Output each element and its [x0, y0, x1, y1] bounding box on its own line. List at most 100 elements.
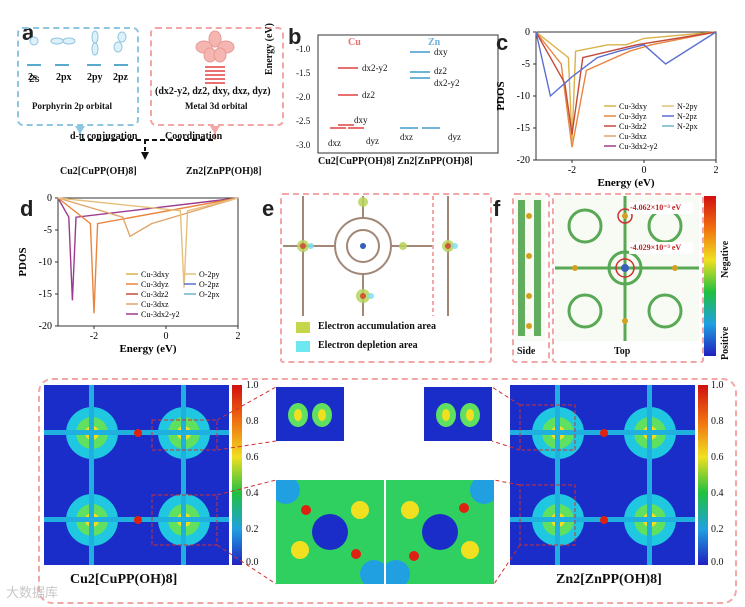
zn-zoom-large — [386, 480, 494, 584]
label-2py: 2py — [87, 72, 103, 83]
series-line — [57, 197, 239, 238]
zn-colorbar — [698, 385, 708, 565]
porphyrin-label: Porphyrin 2p orbital — [32, 101, 113, 111]
ytick-label: -15 — [517, 123, 530, 134]
xtick-label: 2 — [714, 165, 719, 176]
metal-label: Metal 3d orbital — [185, 101, 248, 111]
orbital-2py-icon — [87, 30, 101, 66]
legend-entry: Cu-3dz2 — [141, 290, 169, 299]
metal-box — [150, 27, 284, 126]
panel-b-ylabel: Energy (eV) — [264, 23, 275, 75]
cu-colorbar — [232, 385, 242, 565]
charge-colorbar — [704, 196, 716, 356]
zn-colorbar-tick: 1.0 — [711, 380, 724, 391]
zn-level-label: dxy — [434, 47, 448, 57]
orbital-2px-icon — [50, 37, 76, 66]
cu-colorbar-tick: 0.2 — [246, 524, 259, 535]
legend-entry: Cu-3dyz — [141, 280, 169, 289]
cu-colorbar-tick: 0.0 — [246, 557, 259, 568]
panel-letter-d: d — [20, 196, 34, 221]
ytick-label: -10 — [39, 257, 52, 268]
zn-level-label: dx2-y2 — [434, 78, 460, 88]
legend-entry: Cu-3dz2 — [619, 122, 647, 131]
legend-entry: O-2py — [199, 270, 219, 279]
side-label: Side — [517, 346, 536, 357]
cu-level-label: dxz — [328, 138, 341, 148]
label-2px: 2px — [56, 72, 72, 83]
cu-level-label: dx2-y2 — [362, 63, 388, 73]
xtick-label: -2 — [568, 165, 576, 176]
metal-orbitals-list: (dx2-y2, dz2, dxy, dxz, dyz) — [155, 86, 271, 97]
ytick-label: -20 — [517, 155, 530, 166]
zn-level-label: dxz — [400, 132, 413, 142]
cu-elf-map — [44, 385, 229, 565]
ytick-label: -15 — [39, 289, 52, 300]
coordination-label: Coordination — [165, 131, 223, 142]
zn-level-label: dyz — [448, 132, 461, 142]
panel-b-yticks: -1.0 -1.5 -2.0 -2.5 -3.0 — [296, 44, 311, 150]
cu-levels — [330, 67, 364, 129]
cu-level-label: dz2 — [362, 90, 375, 100]
xtick-label: 2 — [236, 331, 241, 342]
zoom-connector-lines — [216, 386, 521, 585]
panel-f-top-frame — [552, 193, 704, 363]
ytick: -2.0 — [296, 92, 311, 102]
legend-entry: Cu-3dxy — [619, 102, 647, 111]
panel-letter-f: f — [493, 196, 501, 221]
porphyrin-box — [17, 27, 139, 126]
watermark: 大数据库 — [6, 585, 59, 600]
p-orbital-icons: 2s — [27, 30, 128, 85]
cu-level-label: dyz — [366, 136, 379, 146]
ytick-label: -5 — [522, 59, 530, 70]
ytick-label: -5 — [44, 225, 52, 236]
charge-label-2: -4.029×10⁻³ eV — [630, 243, 682, 252]
depletion-swatch — [296, 341, 310, 352]
xtick-label: 0 — [642, 165, 647, 176]
panel-letter-b: b — [288, 24, 302, 49]
panel-letter-c: c — [496, 30, 509, 55]
xtick-label: -2 — [90, 331, 98, 342]
depletion-label: Electron depletion area — [318, 340, 418, 351]
cu-level-label: dxy — [354, 115, 368, 125]
zn-elf-map — [510, 385, 695, 565]
accumulation-blobs — [297, 197, 454, 303]
series-line — [535, 31, 717, 135]
legend-entry: Cu-3dyz — [619, 112, 647, 121]
cu-zoom-large — [276, 480, 384, 584]
cu-colorbar-tick: 1.0 — [246, 380, 259, 391]
cu-colorbar-tick: 0.6 — [246, 452, 259, 463]
ytick: -3.0 — [296, 140, 311, 150]
panel-b-energy-diagram: -1.0 -1.5 -2.0 -2.5 -3.0 Cu Zn dx2-y2 dz… — [296, 34, 499, 154]
legend-entry: N-2px — [677, 122, 697, 131]
ytick-label: 0 — [525, 27, 530, 38]
orbital-2s-icon: 2s — [27, 36, 41, 85]
d-orbital-icon — [195, 30, 235, 84]
y-axis-label: PDOS — [495, 81, 507, 110]
legend-entry: Cu-3dx2-y2 — [619, 142, 658, 151]
panel-e-frame — [280, 193, 492, 363]
accumulation-label: Electron accumulation area — [318, 321, 436, 332]
x-axis-label: Energy (eV) — [597, 177, 654, 189]
cu-zoom-small — [276, 387, 344, 441]
svg-text:2s: 2s — [29, 74, 40, 85]
conjugation-arrows — [75, 126, 220, 160]
accumulation-swatch — [296, 322, 310, 333]
series-line — [535, 31, 717, 148]
series-line — [535, 31, 717, 141]
compound-cu-label: Cu2[CuPP(OH)8] — [60, 166, 137, 177]
legend-entry: Cu-3dx2-y2 — [141, 310, 180, 319]
panel-f-top-view — [555, 196, 699, 341]
zn-colorbar-tick: 0.0 — [711, 557, 724, 568]
col-zn-label: Zn — [428, 37, 441, 48]
legend-entry: N-2py — [677, 102, 697, 111]
series-line — [57, 197, 239, 301]
colorbar-top-label: Negative — [720, 240, 731, 278]
panel-letter-e: e — [262, 196, 275, 221]
y-axis-label: PDOS — [17, 247, 29, 276]
ytick-label: -10 — [517, 91, 530, 102]
zn-map-label: Zn2[ZnPP(OH)8] — [556, 572, 662, 587]
depletion-blobs — [308, 243, 458, 299]
zn-colorbar-tick: 0.4 — [711, 488, 724, 499]
col-cu-label: Cu — [348, 37, 361, 48]
